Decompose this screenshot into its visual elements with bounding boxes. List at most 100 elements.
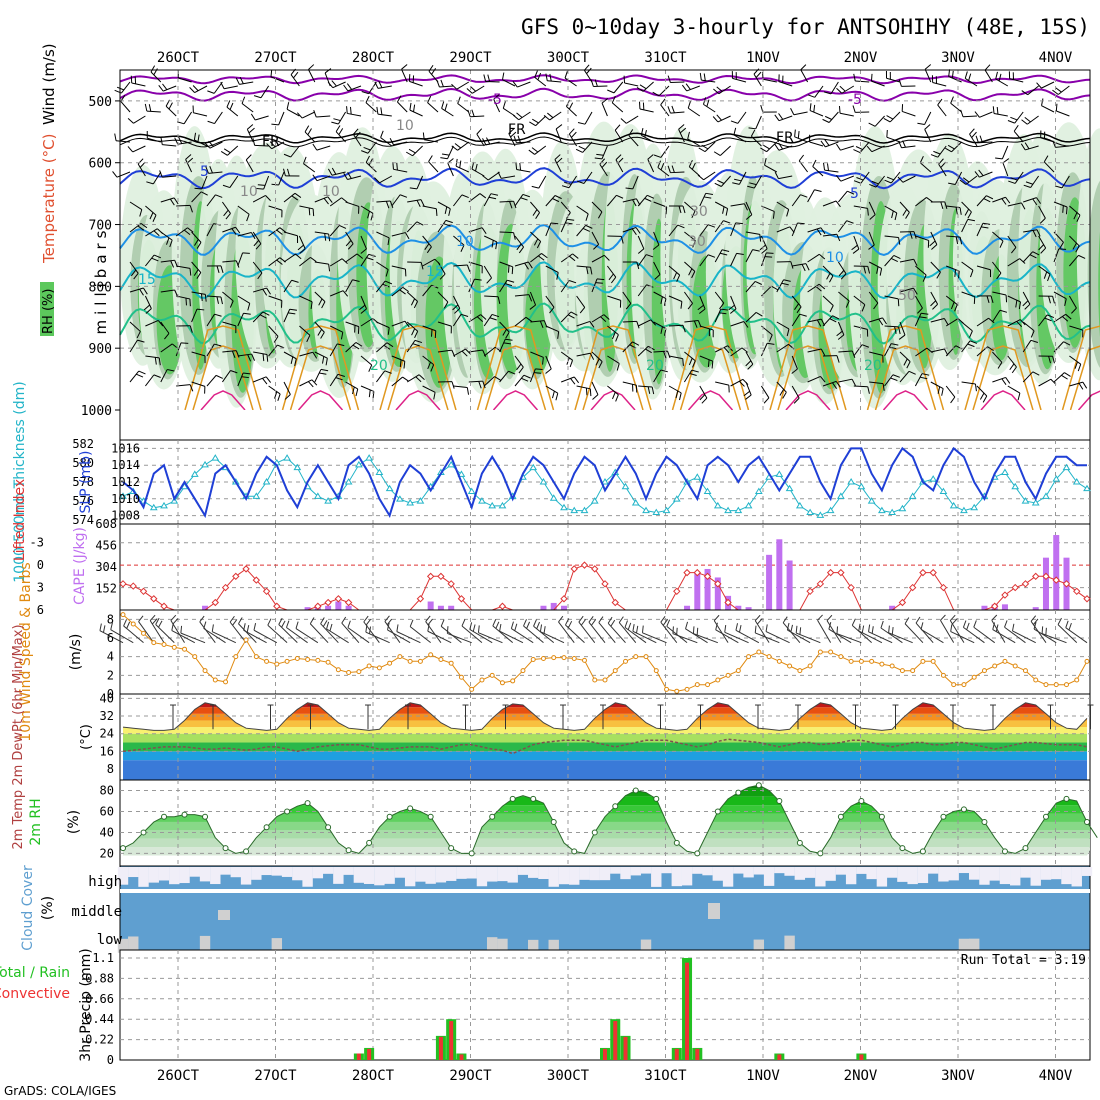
barb-flag — [257, 184, 266, 186]
wind-barb — [601, 102, 608, 117]
thickness-point — [119, 492, 127, 499]
barb-flag — [308, 64, 315, 70]
thickness-point — [1001, 468, 1009, 475]
barb-flag — [1063, 341, 1071, 346]
wind10-point — [899, 668, 905, 674]
barb-flag — [826, 272, 831, 280]
wind-barb — [253, 287, 267, 293]
wind-barb — [730, 222, 737, 237]
contour-label: FR — [262, 134, 280, 150]
thickness-point — [898, 504, 907, 512]
rh2m-point — [530, 795, 537, 802]
wind-barb — [347, 627, 370, 644]
li-point — [139, 587, 148, 596]
wind-barb — [607, 355, 620, 364]
barb-flag — [799, 313, 807, 317]
bottom-date-label: 30OCT — [547, 1068, 590, 1084]
thickness-point — [149, 503, 158, 511]
barb-flag — [797, 130, 800, 139]
wind-barb — [214, 111, 223, 124]
thickness-point — [929, 475, 938, 482]
wind-barb — [145, 228, 158, 237]
high-cloud-gap — [866, 867, 877, 880]
li-point — [437, 572, 445, 581]
barb-flag — [319, 372, 327, 375]
barb-flag — [531, 147, 539, 153]
cape-bar — [745, 607, 752, 610]
high-cloud-gap — [722, 867, 734, 887]
precip-conv-bar — [777, 1054, 782, 1060]
barb-flag — [699, 394, 706, 401]
high-cloud-gap — [804, 867, 816, 878]
barb-flag — [155, 617, 160, 625]
barb-flag — [539, 624, 543, 632]
wind-barb — [871, 145, 885, 153]
wind-barb — [299, 256, 311, 267]
wind-barb — [237, 295, 251, 304]
li-point — [601, 580, 609, 588]
barb-flag — [487, 74, 491, 82]
wind-barb — [401, 68, 408, 83]
barb-flag — [596, 278, 605, 281]
barb-flag — [721, 249, 730, 252]
barb-flag — [991, 614, 998, 621]
thickness-point — [806, 508, 814, 516]
barb-flag — [745, 360, 752, 367]
barb-flag — [1062, 205, 1064, 213]
barb-flag — [836, 626, 839, 634]
barb-flag — [635, 227, 641, 234]
wind-barb — [453, 235, 465, 246]
cape-tick: 152 — [95, 582, 117, 596]
wind-barb — [180, 632, 206, 644]
barb-flag — [964, 71, 968, 79]
barb-flag — [1030, 339, 1038, 343]
wind-barb — [146, 110, 161, 113]
wind-barb — [961, 321, 973, 332]
barb-flag — [482, 381, 486, 389]
wind-barb — [591, 351, 603, 362]
barb-flag — [459, 160, 462, 168]
wind-barb — [176, 204, 191, 207]
barb-flag — [360, 308, 367, 314]
barb-flag — [1030, 615, 1037, 622]
barb-flag — [801, 264, 806, 272]
barb-flag — [247, 303, 251, 311]
wind-barb — [915, 265, 927, 276]
barb-flag — [996, 272, 1002, 280]
barb-flag — [343, 84, 349, 92]
wind-barb — [826, 620, 842, 643]
wind10-point — [910, 668, 916, 674]
barb-flag — [158, 357, 161, 366]
barb-flag — [764, 256, 773, 258]
barb-flag — [514, 623, 518, 631]
barb-flag — [296, 112, 303, 119]
wind-barb — [817, 619, 832, 643]
barb-flag — [771, 285, 778, 291]
barb-flag — [520, 197, 528, 201]
precip-conv-bar — [449, 1021, 454, 1060]
high-cloud-gap — [322, 867, 334, 874]
barb-flag — [310, 301, 313, 310]
wind-barb — [468, 261, 483, 267]
wind-barb — [194, 85, 208, 94]
barb-flag — [667, 165, 671, 173]
barb-flag — [754, 614, 761, 621]
high-cloud-gap — [158, 867, 170, 881]
wind-barb — [347, 85, 362, 92]
cloud-ylabel: Cloud Cover — [20, 865, 36, 951]
wind-barb — [283, 192, 296, 203]
barb-flag — [355, 388, 359, 397]
barb-flag — [818, 253, 826, 260]
barb-flag — [983, 198, 991, 203]
wind-barb — [376, 231, 390, 239]
barb-flag — [220, 296, 223, 305]
barb-flag — [545, 73, 548, 81]
high-cloud-gap — [661, 867, 672, 874]
wind-barb — [637, 284, 647, 297]
contour-label: 5 — [850, 186, 859, 202]
wind-barb — [1065, 627, 1088, 644]
wind-barb — [483, 235, 498, 243]
barb-flag — [440, 157, 448, 160]
